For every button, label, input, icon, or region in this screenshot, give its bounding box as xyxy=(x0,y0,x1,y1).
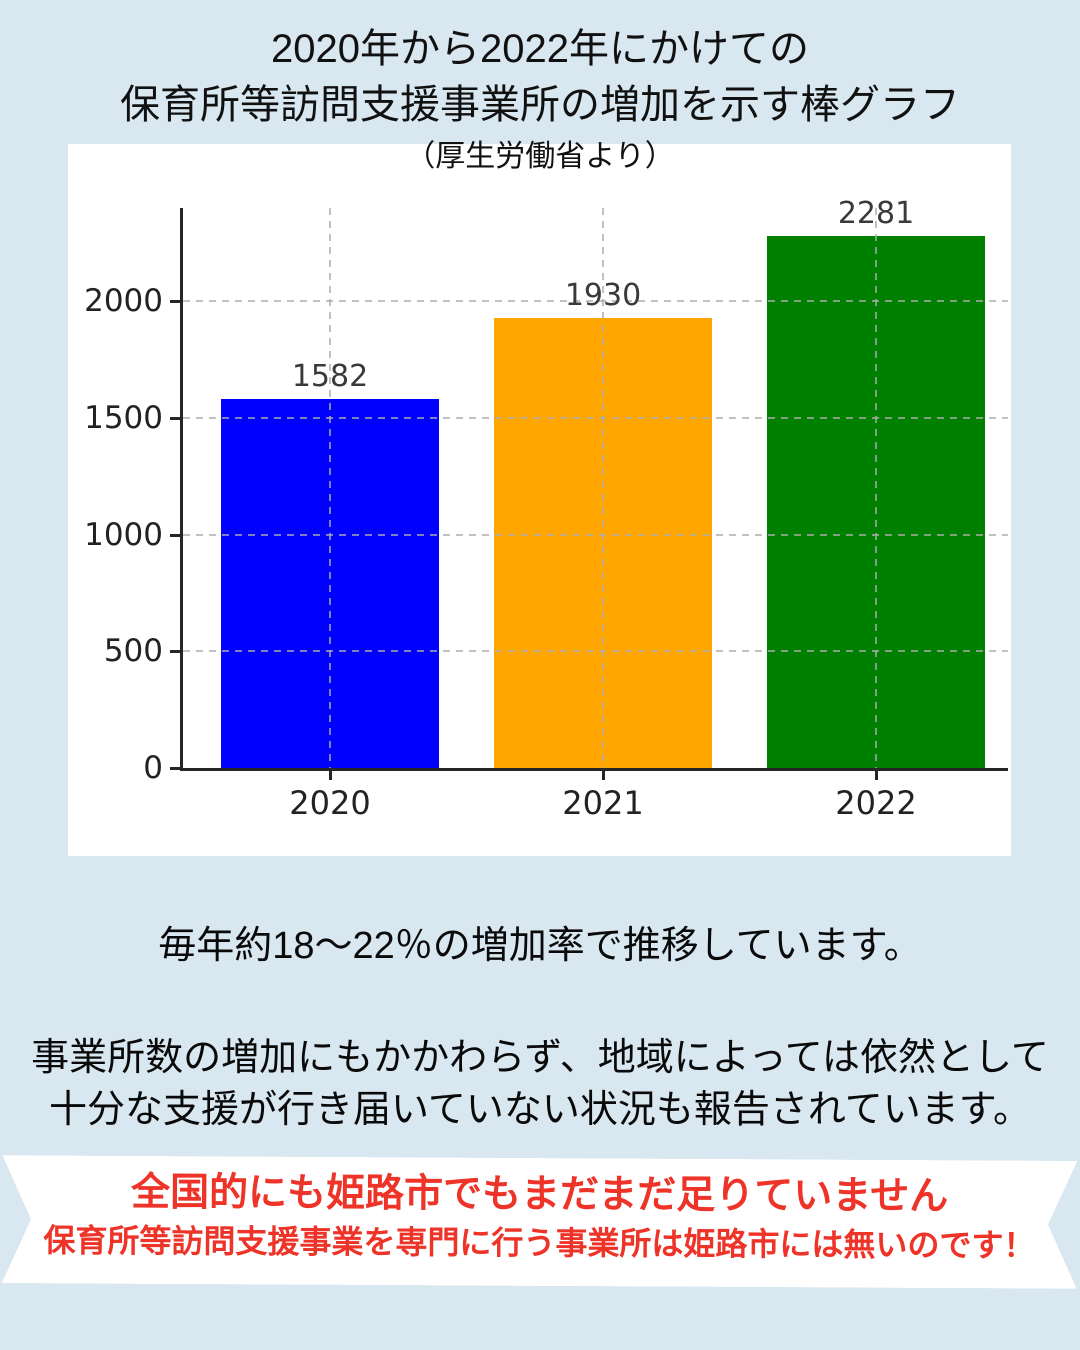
chart-panel: 0 500 1000 1500 2000 2020 1582 2021 1930 2022 2281 xyxy=(68,144,1011,856)
bar-value-label-2020: 1582 xyxy=(291,358,369,394)
title-line-2: 保育所等訪問支援事業所の増加を示す棒グラフ xyxy=(120,83,960,127)
y-axis-label-500: 500 xyxy=(103,633,163,670)
gridline-x-2020 xyxy=(329,208,331,768)
growth-rate-text: 毎年約18〜22％の増加率で推移しています。 xyxy=(158,925,922,967)
x-axis-label-2022: 2022 xyxy=(835,784,917,822)
y-axis-label-1500: 1500 xyxy=(84,400,163,436)
alert-ribbon: 全国的にも姫路市でもまだまだ足りていません 保育所等訪問支援事業を専門に行う事業… xyxy=(2,1155,1078,1289)
title-line-1: 2020年から2022年にかけての xyxy=(271,27,809,71)
alert-ribbon-line-1: 全国的にも姫路市でもまだまだ足りていません xyxy=(131,1170,949,1219)
y-axis-label-1000: 1000 xyxy=(84,516,163,553)
title-source-note: （厚生労働省より） xyxy=(405,140,675,173)
gridline-y-500 xyxy=(183,650,1008,653)
x-axis-label-2020: 2020 xyxy=(289,784,371,822)
region-note-line-2: 十分な支援が行き届いていない状況も報告されています。 xyxy=(49,1089,1031,1131)
y-axis-label-0: 0 xyxy=(143,750,163,786)
gridline-y-1000 xyxy=(183,533,1008,536)
x-axis-tick-2020 xyxy=(329,771,332,780)
gridline-x-2022 xyxy=(875,208,877,768)
bar-value-label-2022: 2281 xyxy=(837,195,915,231)
gridline-y-2000 xyxy=(183,300,1008,303)
y-axis-tick-500 xyxy=(170,650,180,654)
x-axis-label-2021: 2021 xyxy=(562,784,644,822)
region-note-line-1: 事業所数の増加にもかかわらず、地域によっては依然として xyxy=(31,1037,1049,1079)
x-axis-tick-2021 xyxy=(602,771,605,780)
y-axis-tick-1000 xyxy=(170,533,180,537)
y-axis-label-2000: 2000 xyxy=(84,283,163,320)
bar-chart-plot-area: 0 500 1000 1500 2000 2020 1582 2021 1930 2022 2281 xyxy=(84,196,1008,822)
region-note-text: 事業所数の増加にもかかわらず、地域によっては依然として 十分な支援が行き届いてい… xyxy=(0,1032,1080,1136)
page-title: 2020年から2022年にかけての 保育所等訪問支援事業所の増加を示す棒グラフ … xyxy=(0,22,1080,180)
y-axis-tick-0 xyxy=(170,767,180,770)
y-axis-tick-2000 xyxy=(170,300,180,304)
gridline-x-2021 xyxy=(602,208,604,768)
alert-ribbon-line-2: 保育所等訪問支援事業を専門に行う事業所は姫路市には無いのです！ xyxy=(43,1222,1036,1264)
bar-value-label-2021: 1930 xyxy=(564,277,642,313)
y-axis-tick-1500 xyxy=(170,417,180,420)
gridline-y-1500 xyxy=(183,417,1008,419)
x-axis-tick-2022 xyxy=(875,771,878,780)
